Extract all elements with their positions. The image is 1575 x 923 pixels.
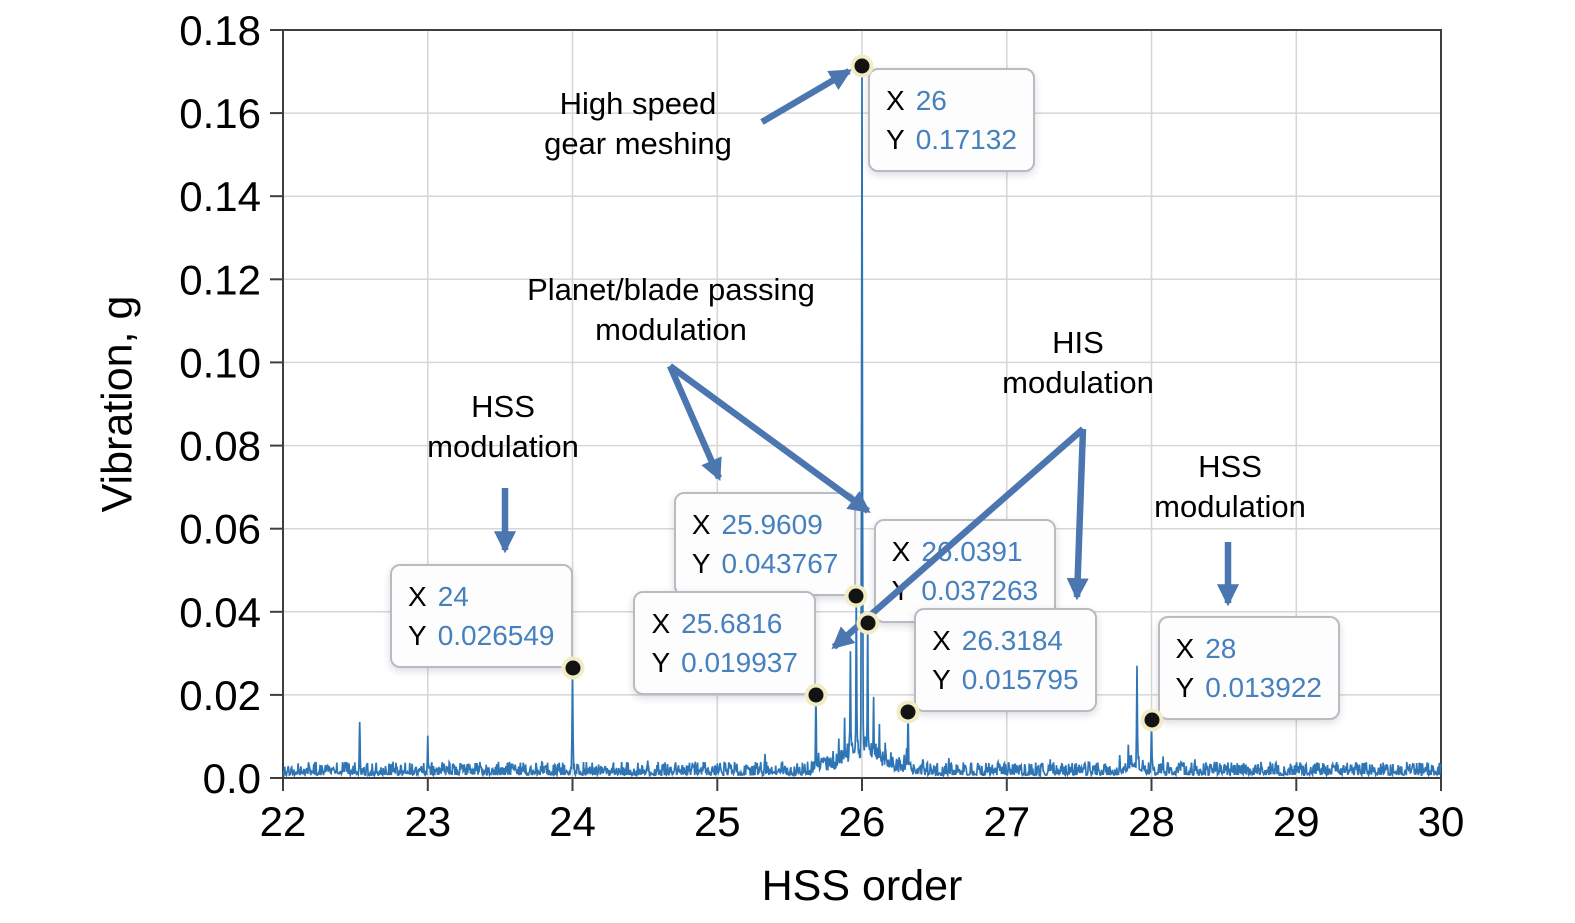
y-tick-label: 0.04: [179, 589, 261, 636]
datatip-marker: [860, 615, 876, 631]
datatip-axis-letter: Y: [691, 548, 711, 580]
datatip-axis-letter: X: [408, 580, 427, 612]
x-tick-label: 22: [260, 798, 307, 845]
hss-modulation-left-label: HSS modulation: [427, 387, 579, 467]
x-tick-label: 25: [694, 798, 741, 845]
y-axis-title: Vibration, g: [93, 295, 142, 513]
datatip-row: Y 0.037263: [892, 571, 1038, 610]
datatip-value: 0.015795: [961, 664, 1079, 696]
y-tick-label: 0.16: [179, 90, 261, 137]
datatip-value: 28: [1205, 633, 1237, 665]
y-tick-label: 0.0: [203, 755, 261, 802]
datatip-axis-letter: X: [691, 509, 711, 541]
y-tick-label: 0.02: [179, 672, 261, 719]
datatip-value: 26.3184: [961, 625, 1063, 657]
datatip-row: X 26.3184: [932, 621, 1078, 660]
datatip-row: Y 0.17132: [886, 120, 1017, 159]
y-tick-label: 0.10: [179, 339, 261, 386]
datatip-value: 26.0391: [921, 536, 1023, 568]
hss-modulation-right-label: HSS modulation: [1154, 447, 1306, 527]
datatip-axis-letter: Y: [1175, 672, 1195, 704]
y-tick-label: 0.14: [179, 173, 261, 220]
y-tick-label: 0.06: [179, 506, 261, 553]
datatip-axis-letter: Y: [651, 647, 671, 679]
datatip-axis-letter: Y: [408, 619, 427, 651]
y-tick-label: 0.18: [179, 7, 261, 54]
datatip-axis-letter: X: [891, 536, 911, 568]
x-tick-label: 27: [983, 798, 1030, 845]
annotation-text-line: modulation: [1002, 365, 1154, 400]
datatip-axis-letter: X: [651, 608, 671, 640]
datatip-row: X 26.0391: [892, 532, 1038, 571]
datatip-marker: [1144, 712, 1159, 728]
datatip-marker: [808, 687, 824, 703]
x-tick-label: 26: [839, 798, 886, 845]
datatip-row: Y 0.043767: [692, 544, 838, 583]
datatip-x24: X 24 Y 0.026549: [390, 563, 573, 668]
datatip-value: 0.019937: [681, 647, 798, 679]
datatip-x26.3184: X 26.3184 Y 0.015795: [914, 608, 1097, 713]
y-tick-label: 0.08: [179, 423, 261, 470]
y-tick-label: 0.12: [179, 256, 261, 303]
datatip-marker: [565, 660, 580, 676]
datatip-x25.9609: X 25.9609 Y 0.043767: [673, 492, 857, 597]
annotation-text-line: HSS: [471, 389, 535, 424]
datatip-row: Y 0.019937: [651, 643, 797, 682]
planet-blade-passing-modulation-label: Planet/blade passing modulation: [527, 270, 815, 350]
datatip-x25.6816: X 25.6816 Y 0.019937: [633, 591, 816, 696]
annotation-text-line: HIS: [1052, 325, 1104, 360]
x-tick-label: 30: [1418, 798, 1465, 845]
datatip-row: X 26: [886, 81, 1017, 120]
datatip-x28: X 28 Y 0.013922: [1157, 616, 1340, 721]
datatip-axis-letter: Y: [891, 575, 911, 607]
datatip-value: 24: [437, 580, 469, 612]
x-tick-label: 23: [404, 798, 451, 845]
datatip-value: 0.013922: [1205, 672, 1322, 704]
datatip-row: Y 0.013922: [1176, 668, 1322, 707]
annotation-text-line: gear meshing: [544, 126, 732, 161]
datatip-axis-letter: X: [932, 625, 951, 657]
datatip-row: X 24: [408, 577, 554, 616]
datatip-marker: [848, 588, 864, 604]
datatip-row: Y 0.026549: [408, 616, 554, 655]
his-modulation-label: HIS modulation: [1002, 323, 1154, 403]
datatip-row: X 28: [1176, 629, 1322, 668]
datatip-row: X 25.9609: [692, 505, 838, 544]
x-tick-label: 29: [1273, 798, 1320, 845]
datatip-row: Y 0.015795: [932, 660, 1078, 699]
axes-box: [282, 29, 1442, 779]
x-tick-label: 28: [1128, 798, 1175, 845]
high-speed-gear-meshing-label: High speed gear meshing: [544, 84, 732, 164]
datatip-value: 0.17132: [915, 124, 1017, 156]
datatip-axis-letter: Y: [932, 664, 951, 696]
annotation-text-line: HSS: [1198, 449, 1262, 484]
x-tick-label: 24: [549, 798, 596, 845]
datatip-axis-letter: Y: [886, 124, 905, 156]
annotation-text-line: modulation: [427, 429, 579, 464]
datatip-value: 0.037263: [921, 575, 1039, 607]
datatip-value: 25.9609: [721, 509, 823, 541]
annotation-text-line: modulation: [1154, 489, 1306, 524]
annotation-text-line: modulation: [595, 312, 747, 347]
datatip-value: 0.026549: [437, 619, 555, 651]
datatip-marker: [900, 704, 916, 720]
datatip-axis-letter: X: [886, 85, 905, 117]
datatip-row: X 25.6816: [651, 604, 797, 643]
datatip-value: 0.043767: [721, 548, 839, 580]
datatip-x26: X 26 Y 0.17132: [868, 68, 1035, 173]
datatip-value: 26: [915, 85, 947, 117]
datatip-marker: [854, 58, 870, 74]
annotation-text-line: High speed: [559, 86, 717, 121]
annotation-text-line: Planet/blade passing: [527, 272, 815, 307]
datatip-axis-letter: X: [1175, 633, 1195, 665]
x-axis-title: HSS order: [761, 862, 963, 910]
datatip-value: 25.6816: [681, 608, 783, 640]
